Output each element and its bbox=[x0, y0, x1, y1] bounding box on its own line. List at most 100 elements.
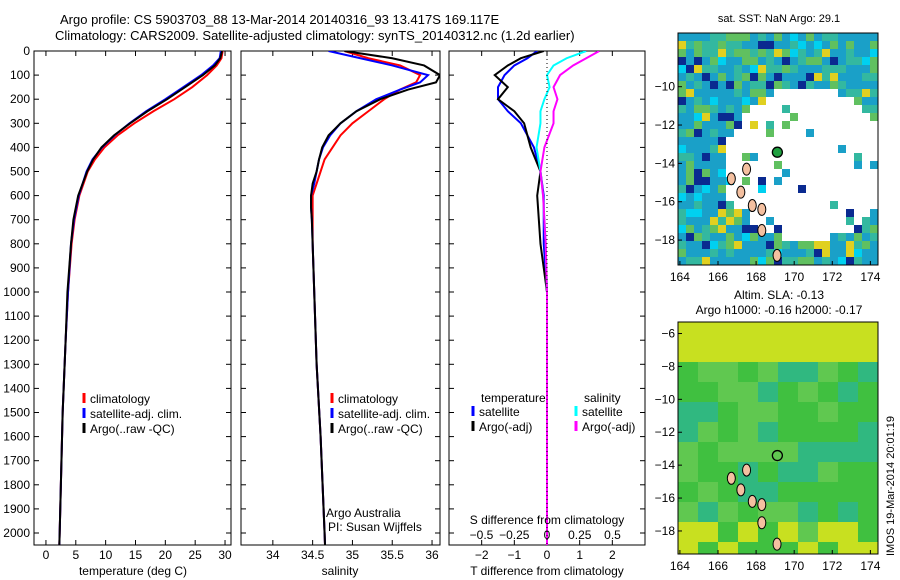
y-tick-label: 100 bbox=[10, 68, 30, 82]
map-cell bbox=[854, 153, 862, 161]
map-cell bbox=[838, 145, 846, 153]
map-cell bbox=[838, 65, 846, 73]
map-cell bbox=[718, 65, 726, 73]
map-cell bbox=[702, 241, 710, 249]
map-cell bbox=[854, 89, 862, 97]
map-cell bbox=[702, 217, 710, 225]
map-cell bbox=[702, 57, 710, 65]
map-cell bbox=[862, 57, 870, 65]
map-cell bbox=[846, 241, 854, 249]
map-cell bbox=[678, 57, 686, 65]
map-cell bbox=[778, 382, 798, 402]
x-tick-label: −2 bbox=[475, 548, 489, 562]
map-cell bbox=[710, 49, 718, 57]
map-cell bbox=[854, 233, 862, 241]
x-axis-label-t-diff: T difference from climatology bbox=[470, 564, 624, 578]
map-cell bbox=[766, 57, 774, 65]
map-cell bbox=[806, 257, 814, 265]
map-cell bbox=[838, 382, 858, 402]
map-cell bbox=[818, 362, 838, 382]
map-cell bbox=[838, 41, 846, 49]
map-cell bbox=[686, 121, 694, 129]
map-cell bbox=[830, 257, 838, 265]
map-cell bbox=[698, 322, 718, 342]
map-cell bbox=[718, 161, 726, 169]
map-cell bbox=[686, 153, 694, 161]
map-cell bbox=[858, 362, 878, 382]
map-cell bbox=[726, 81, 734, 89]
map-cell bbox=[718, 209, 726, 217]
map-cell bbox=[774, 57, 782, 65]
map-cell bbox=[818, 502, 838, 522]
y-tick-label: 1300 bbox=[3, 357, 30, 371]
map-cell bbox=[806, 81, 814, 89]
map-cell bbox=[758, 41, 766, 49]
map-cell bbox=[718, 81, 726, 89]
map-cell bbox=[758, 65, 766, 73]
map-cell bbox=[738, 442, 758, 462]
legend-title-temperature: temperature bbox=[481, 391, 546, 405]
x-tick-label: 15 bbox=[129, 548, 143, 562]
map-cell bbox=[734, 89, 742, 97]
map-cell bbox=[702, 249, 710, 257]
map-cell bbox=[718, 97, 726, 105]
map-cell bbox=[718, 402, 738, 422]
map-cell bbox=[862, 89, 870, 97]
map-cell bbox=[718, 241, 726, 249]
map-cell bbox=[822, 57, 830, 65]
x-tick-label: 30 bbox=[218, 548, 232, 562]
map-cell bbox=[838, 422, 858, 442]
map-cell bbox=[854, 33, 862, 41]
map-cell bbox=[738, 402, 758, 422]
map-y-tick-label: −6 bbox=[661, 327, 675, 341]
series-line-climatology bbox=[311, 51, 422, 545]
map-cell bbox=[870, 209, 878, 217]
map-cell bbox=[858, 522, 878, 542]
map-cell bbox=[738, 382, 758, 402]
map-cell bbox=[758, 462, 778, 482]
map-cell bbox=[798, 49, 806, 57]
map-cell bbox=[830, 249, 838, 257]
x-tick-label: 35.5 bbox=[381, 548, 405, 562]
map-cell bbox=[726, 57, 734, 65]
map-cell bbox=[710, 161, 718, 169]
s-tick-label: −0.5 bbox=[470, 528, 494, 542]
map-cell bbox=[822, 41, 830, 49]
map-cell bbox=[742, 217, 750, 225]
map-cell bbox=[742, 257, 750, 265]
map-cell bbox=[758, 73, 766, 81]
map-cell bbox=[678, 169, 686, 177]
map-cell bbox=[738, 342, 758, 362]
y-tick-label: 1000 bbox=[3, 285, 30, 299]
map-cell bbox=[742, 49, 750, 57]
map-cell bbox=[742, 65, 750, 73]
x-tick-label: 10 bbox=[99, 548, 113, 562]
map-cell bbox=[734, 49, 742, 57]
map-cell bbox=[790, 41, 798, 49]
map-cell bbox=[726, 257, 734, 265]
map-cell bbox=[710, 201, 718, 209]
map-cell bbox=[822, 73, 830, 81]
map-cell bbox=[782, 249, 790, 257]
map-cell bbox=[846, 257, 854, 265]
x-tick-label: 0 bbox=[544, 548, 551, 562]
map-cell bbox=[718, 233, 726, 241]
legend-label: satellite-adj. clim. bbox=[90, 407, 182, 421]
island-vanuatu bbox=[747, 199, 757, 213]
sla-map-subtitle: Argo h1000: -0.16 h2000: -0.17 bbox=[696, 303, 863, 317]
map-cell bbox=[750, 49, 758, 57]
x-tick-label: 0 bbox=[43, 548, 50, 562]
map-cell bbox=[858, 462, 878, 482]
map-cell bbox=[854, 161, 862, 169]
map-cell bbox=[814, 65, 822, 73]
map-cell bbox=[758, 177, 766, 185]
map-cell bbox=[766, 33, 774, 41]
x-axis-label-salinity: salinity bbox=[322, 564, 359, 578]
map-cell bbox=[830, 49, 838, 57]
map-cell bbox=[678, 257, 686, 265]
map-cell bbox=[778, 462, 798, 482]
map-cell bbox=[678, 342, 698, 362]
map-cell bbox=[718, 193, 726, 201]
map-cell bbox=[742, 97, 750, 105]
